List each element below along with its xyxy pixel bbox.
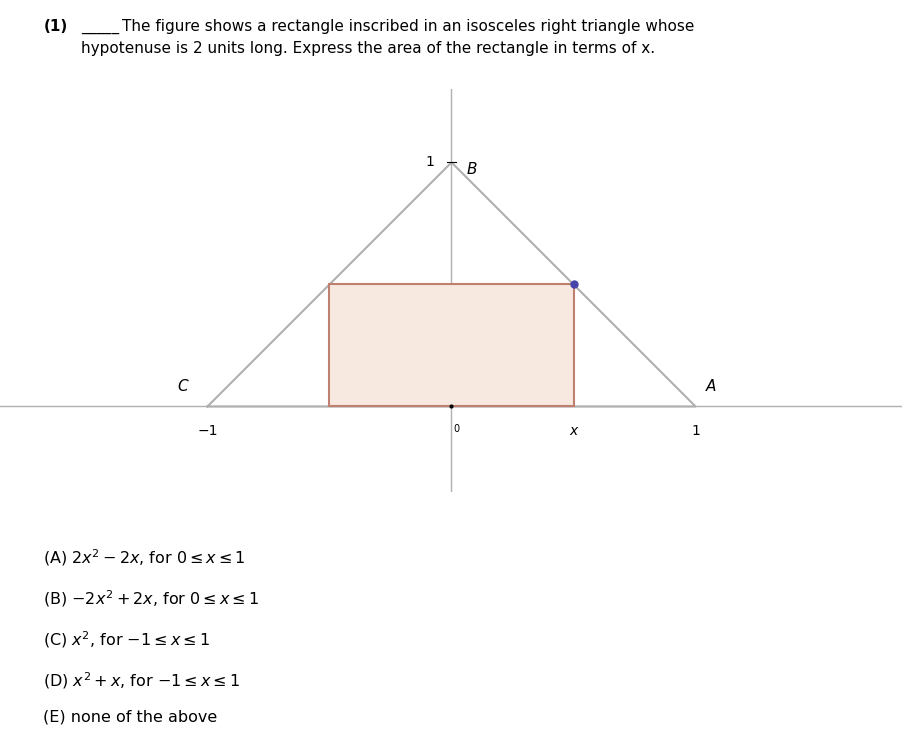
Text: (B) $-2x^2 + 2x$, for $0 \leq x \leq 1$: (B) $-2x^2 + 2x$, for $0 \leq x \leq 1$	[43, 589, 259, 609]
Text: (E) none of the above: (E) none of the above	[43, 709, 217, 724]
Text: (D) $x^2 + x$, for $-1 \leq x \leq 1$: (D) $x^2 + x$, for $-1 \leq x \leq 1$	[43, 670, 240, 691]
Text: 1: 1	[425, 156, 434, 169]
Text: B: B	[465, 162, 476, 177]
Text: The figure shows a rectangle inscribed in an isosceles right triangle whose: The figure shows a rectangle inscribed i…	[122, 19, 694, 34]
Text: 0: 0	[453, 424, 459, 434]
Text: _____: _____	[81, 19, 119, 34]
Text: hypotenuse is 2 units long. Express the area of the rectangle in terms of x.: hypotenuse is 2 units long. Express the …	[81, 41, 655, 56]
Text: A: A	[704, 379, 715, 394]
Text: (C) $x^2$, for $-1 \leq x \leq 1$: (C) $x^2$, for $-1 \leq x \leq 1$	[43, 630, 210, 650]
Bar	[329, 285, 573, 407]
Text: 1: 1	[690, 424, 699, 437]
Text: −1: −1	[197, 424, 217, 437]
Text: x: x	[569, 424, 577, 437]
Text: C: C	[177, 379, 188, 394]
Text: (1): (1)	[43, 19, 68, 34]
Text: (A) $2x^2 - 2x$, for $0 \leq x \leq 1$: (A) $2x^2 - 2x$, for $0 \leq x \leq 1$	[43, 548, 245, 568]
